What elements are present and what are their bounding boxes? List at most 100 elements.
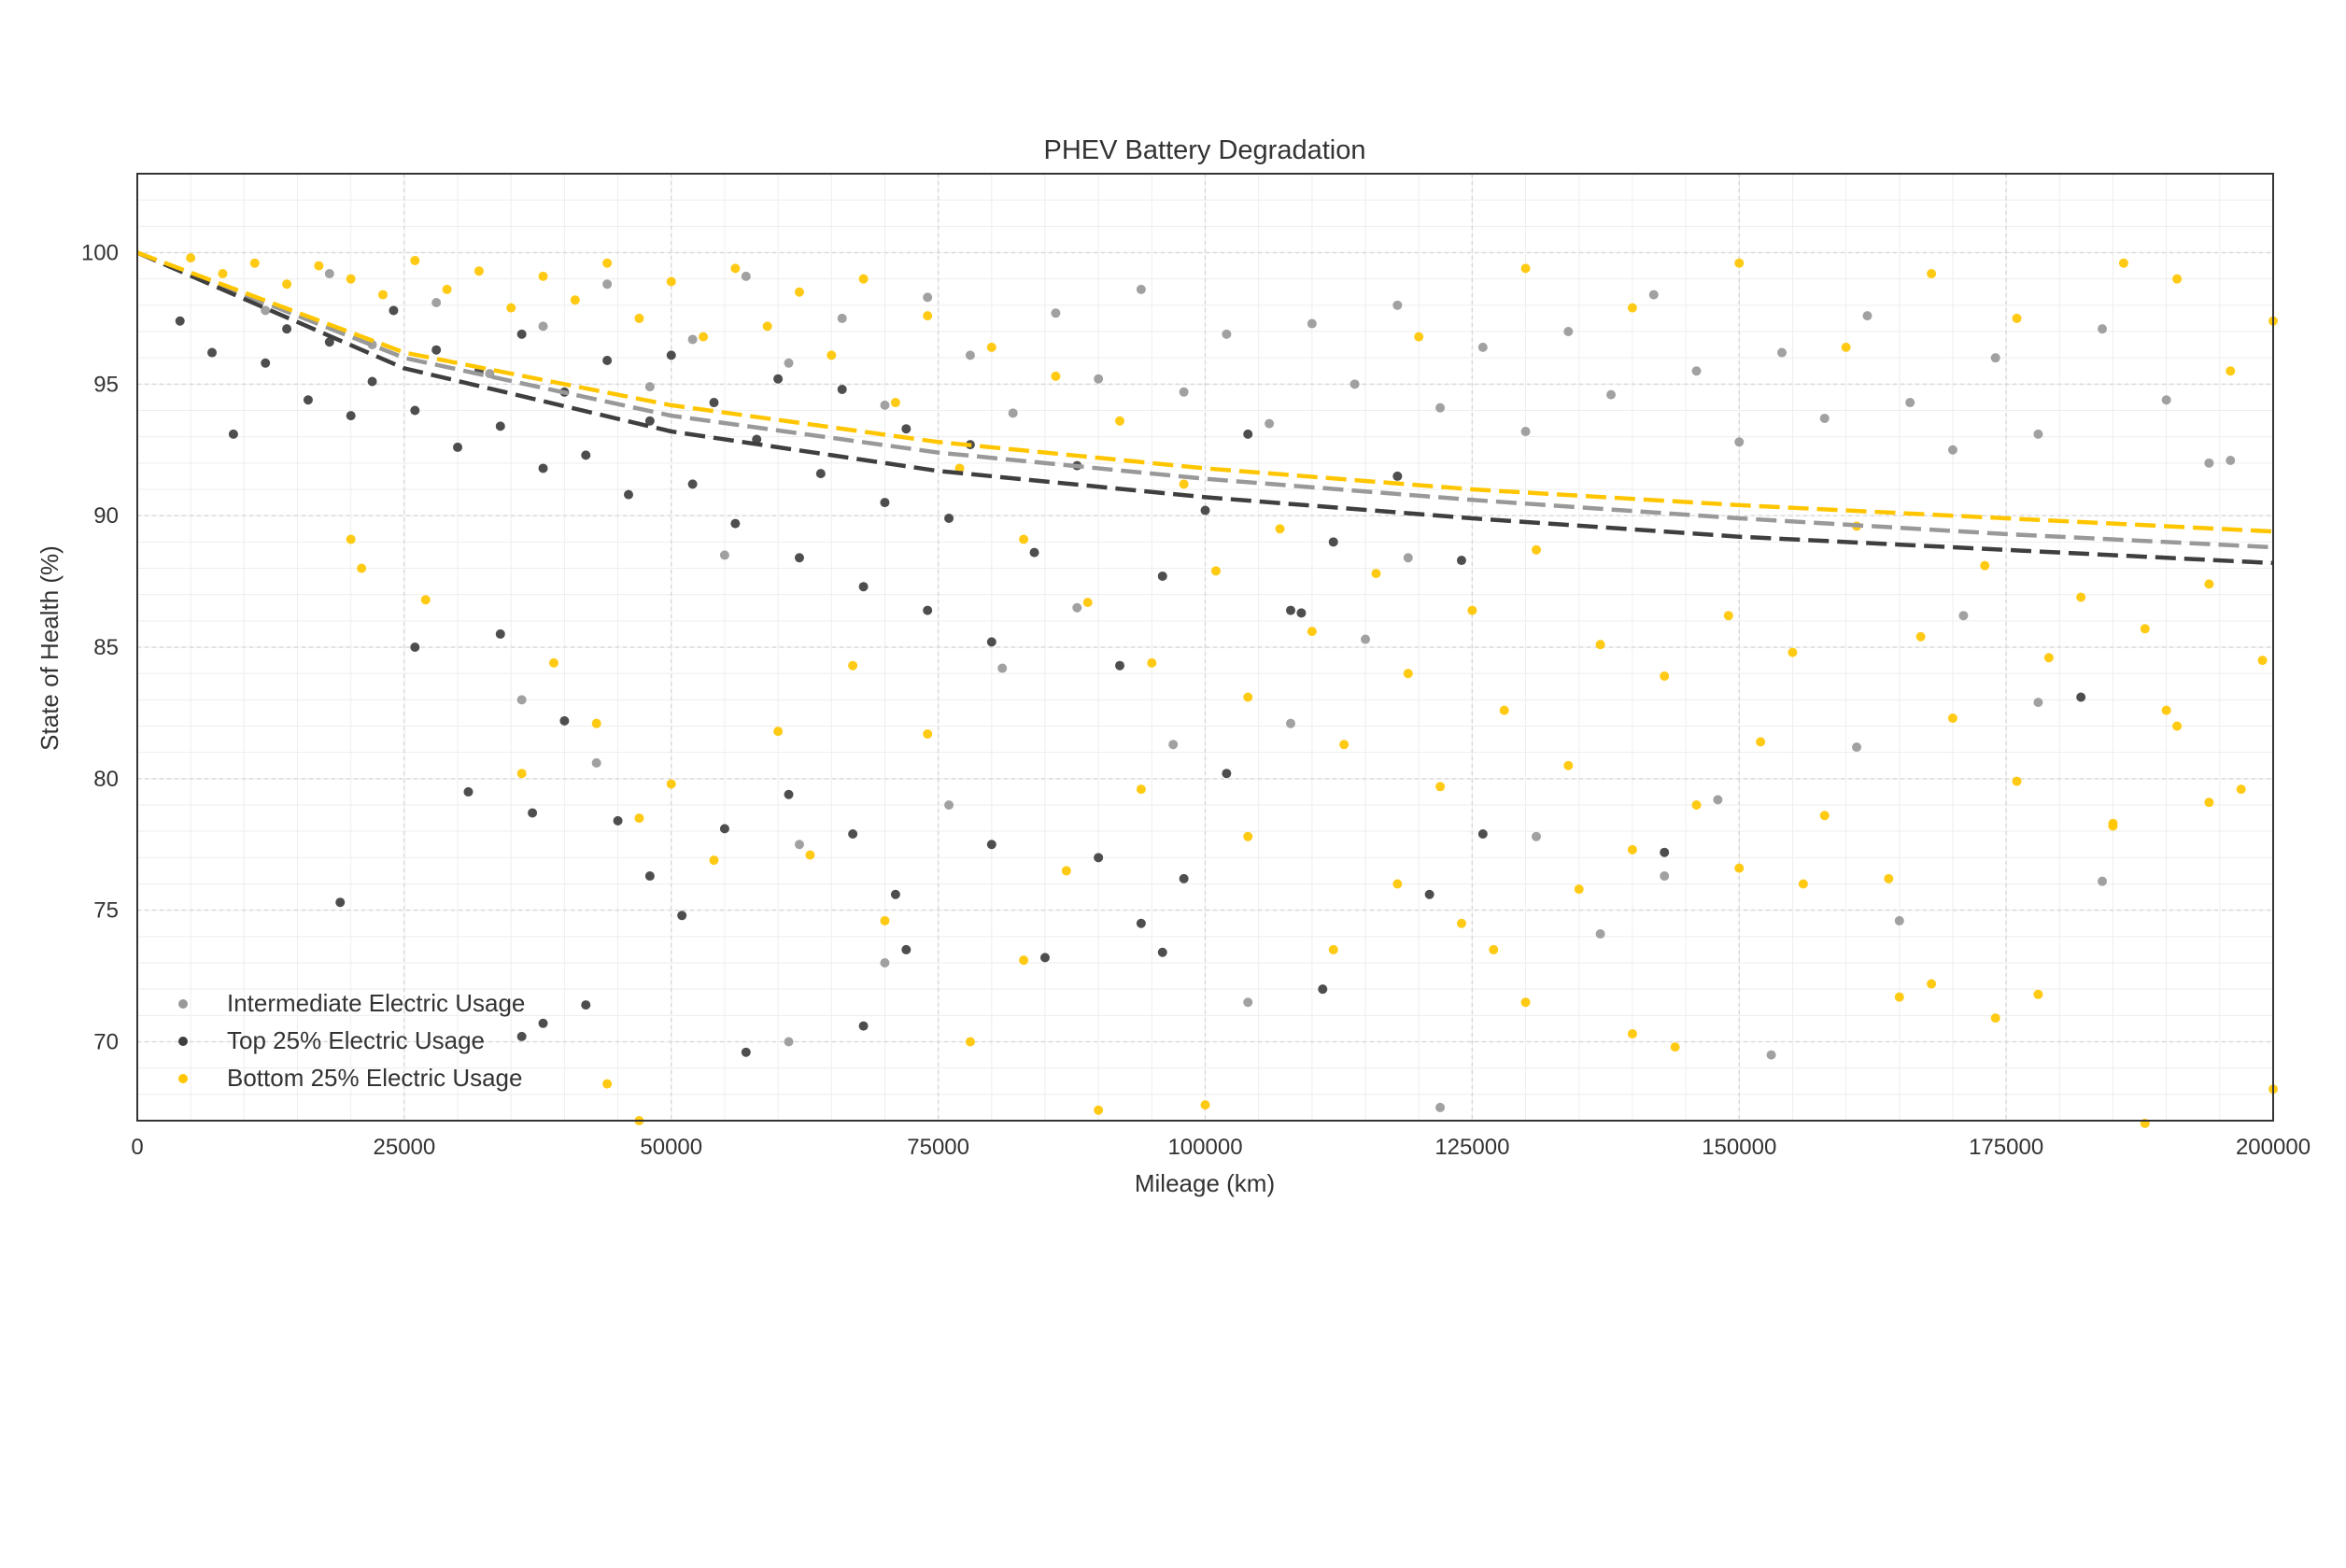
data-point (410, 255, 420, 265)
data-point (282, 324, 292, 334)
data-point (324, 269, 334, 279)
data-point (516, 1031, 527, 1041)
legend-entry: Intermediate Electric Usage (178, 989, 525, 1017)
y-tick-label: 95 (93, 372, 119, 397)
data-point (1361, 634, 1371, 644)
data-point (2204, 458, 2214, 468)
data-point (1414, 332, 1424, 342)
legend-entry: Top 25% Electric Usage (178, 1026, 485, 1054)
data-point (1660, 871, 1670, 882)
data-point (644, 416, 655, 426)
data-point (1392, 471, 1403, 481)
data-point (1039, 953, 1050, 963)
data-point (2161, 395, 2171, 405)
data-point (2226, 366, 2236, 376)
data-point (1275, 524, 1285, 534)
data-point (357, 563, 367, 573)
data-point (282, 279, 292, 290)
data-point (1222, 769, 1232, 779)
chart-title: PHEV Battery Degradation (1044, 135, 1366, 165)
data-point (923, 605, 933, 615)
data-point (228, 429, 238, 439)
data-point (1776, 347, 1787, 358)
data-point (453, 442, 463, 452)
data-point (1990, 1013, 2000, 1024)
series-points-0 (261, 269, 2236, 1112)
data-point (324, 337, 334, 347)
data-point (687, 334, 698, 345)
data-point (1734, 863, 1745, 873)
data-point (1713, 795, 1723, 805)
data-point (2098, 876, 2108, 886)
trend-lines (136, 250, 2274, 566)
data-point (1179, 873, 1189, 883)
data-point (303, 395, 313, 405)
data-point (1660, 847, 1670, 857)
data-point (1392, 879, 1403, 889)
data-point (634, 813, 644, 824)
data-point (837, 384, 847, 394)
data-point (1051, 371, 1061, 381)
data-point (1563, 327, 1574, 336)
data-point (2236, 784, 2246, 795)
data-point (805, 850, 815, 860)
data-point (346, 274, 356, 284)
data-point (2108, 821, 2118, 831)
data-point (699, 332, 709, 342)
data-point (2204, 798, 2214, 808)
data-point (1403, 553, 1413, 563)
legend-marker (178, 1037, 188, 1046)
data-point (1094, 853, 1104, 863)
data-point (1915, 631, 1926, 642)
data-point (848, 828, 858, 839)
data-point (1990, 353, 2000, 363)
data-point (1350, 379, 1360, 389)
data-point (1606, 389, 1617, 400)
data-point (666, 350, 676, 360)
data-point (2012, 776, 2022, 786)
data-point (495, 629, 505, 639)
data-point (1328, 944, 1338, 954)
data-point (528, 808, 538, 818)
data-point (1285, 605, 1295, 615)
data-point (1435, 403, 1446, 413)
data-point (794, 553, 804, 563)
data-point (602, 1079, 613, 1089)
data-point (378, 290, 389, 300)
data-point (1456, 918, 1466, 928)
data-point (1723, 611, 1733, 621)
x-tick-label: 0 (131, 1135, 143, 1160)
data-point (420, 595, 431, 605)
series-points-1 (175, 305, 2086, 1057)
data-point (1136, 918, 1146, 928)
data-point (944, 513, 954, 523)
data-point (1328, 537, 1338, 547)
data-point (1019, 955, 1029, 966)
data-point (463, 786, 473, 797)
data-point (1691, 366, 1702, 376)
data-point (1094, 1105, 1104, 1115)
data-point (538, 271, 548, 281)
data-point (1307, 627, 1317, 637)
data-point (1520, 997, 1531, 1008)
data-point (1927, 979, 1937, 989)
data-point (2033, 429, 2043, 439)
data-point (1243, 997, 1253, 1008)
data-point (634, 313, 644, 323)
data-point (1819, 811, 1830, 821)
data-point (827, 350, 837, 360)
data-point (880, 958, 890, 968)
scatter-points (175, 253, 2278, 1128)
x-tick-label: 50000 (640, 1135, 702, 1160)
data-point (1852, 742, 1862, 753)
data-point (1051, 308, 1061, 318)
data-point (1168, 740, 1179, 750)
data-point (2140, 624, 2150, 634)
data-point (602, 258, 613, 268)
data-point (901, 424, 912, 434)
data-point (1531, 544, 1541, 555)
data-point (858, 582, 869, 592)
data-point (1307, 318, 1317, 329)
data-point (944, 800, 954, 810)
data-point (1627, 303, 1637, 313)
